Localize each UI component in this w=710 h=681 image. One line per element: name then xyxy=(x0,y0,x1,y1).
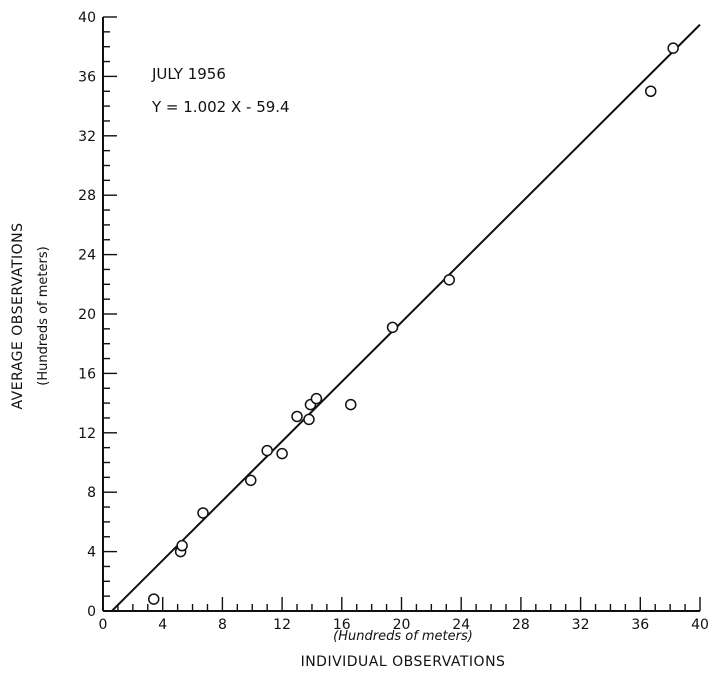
x-tick-label: 0 xyxy=(99,617,108,633)
annotation-equation: Y = 1.002 X - 59.4 xyxy=(151,98,290,116)
annotation-date: JULY 1956 xyxy=(151,65,226,83)
x-tick-label: 12 xyxy=(273,617,291,633)
y-tick-label: 28 xyxy=(78,188,96,204)
data-point xyxy=(667,42,679,54)
y-tick-label: 40 xyxy=(78,10,96,26)
x-axis-title: INDIVIDUAL OBSERVATIONS xyxy=(301,654,506,670)
data-point xyxy=(386,321,399,334)
data-point xyxy=(276,447,288,460)
data-point xyxy=(345,398,357,411)
tick-labels: 0 4 8 12 16 20 24 28 32 36 40 0 4 8 12 16 20 24 28 32 36 40 xyxy=(78,10,709,633)
x-tick-label: 20 xyxy=(393,617,411,633)
data-point xyxy=(644,85,657,97)
y-axis-units: (Hundreds of meters) xyxy=(36,246,51,385)
data-point xyxy=(176,539,188,552)
y-axis-title: AVERAGE OBSERVATIONS xyxy=(10,222,26,409)
data-point xyxy=(291,410,303,423)
data-point xyxy=(310,392,323,405)
x-tick-label: 40 xyxy=(691,617,709,633)
data-point xyxy=(261,444,273,457)
data-point xyxy=(245,474,257,487)
data-point xyxy=(197,507,209,519)
data-point xyxy=(303,413,315,426)
x-tick-label: 4 xyxy=(158,617,167,633)
x-tick-label: 24 xyxy=(452,617,470,633)
y-tick-label: 12 xyxy=(78,426,96,442)
y-tick-label: 0 xyxy=(87,604,96,620)
data-point xyxy=(443,274,456,286)
y-tick-label: 32 xyxy=(78,129,96,145)
regression-line xyxy=(111,23,701,612)
y-tick-label: 4 xyxy=(87,545,96,561)
x-tick-label: 32 xyxy=(572,617,590,633)
y-tick-label: 24 xyxy=(78,248,96,264)
x-tick-label: 28 xyxy=(512,617,530,633)
x-tick-label: 8 xyxy=(218,617,227,633)
data-point xyxy=(147,593,160,605)
x-axis-units: (Hundreds of meters) xyxy=(333,629,473,644)
x-tick-label: 36 xyxy=(631,617,649,633)
y-tick-label: 36 xyxy=(78,69,96,85)
y-tick-label: 20 xyxy=(78,307,96,323)
data-points xyxy=(147,42,679,605)
ticks xyxy=(102,16,701,612)
y-tick-label: 16 xyxy=(78,366,96,382)
x-tick-label: 16 xyxy=(333,617,351,633)
y-tick-label: 8 xyxy=(87,485,96,501)
